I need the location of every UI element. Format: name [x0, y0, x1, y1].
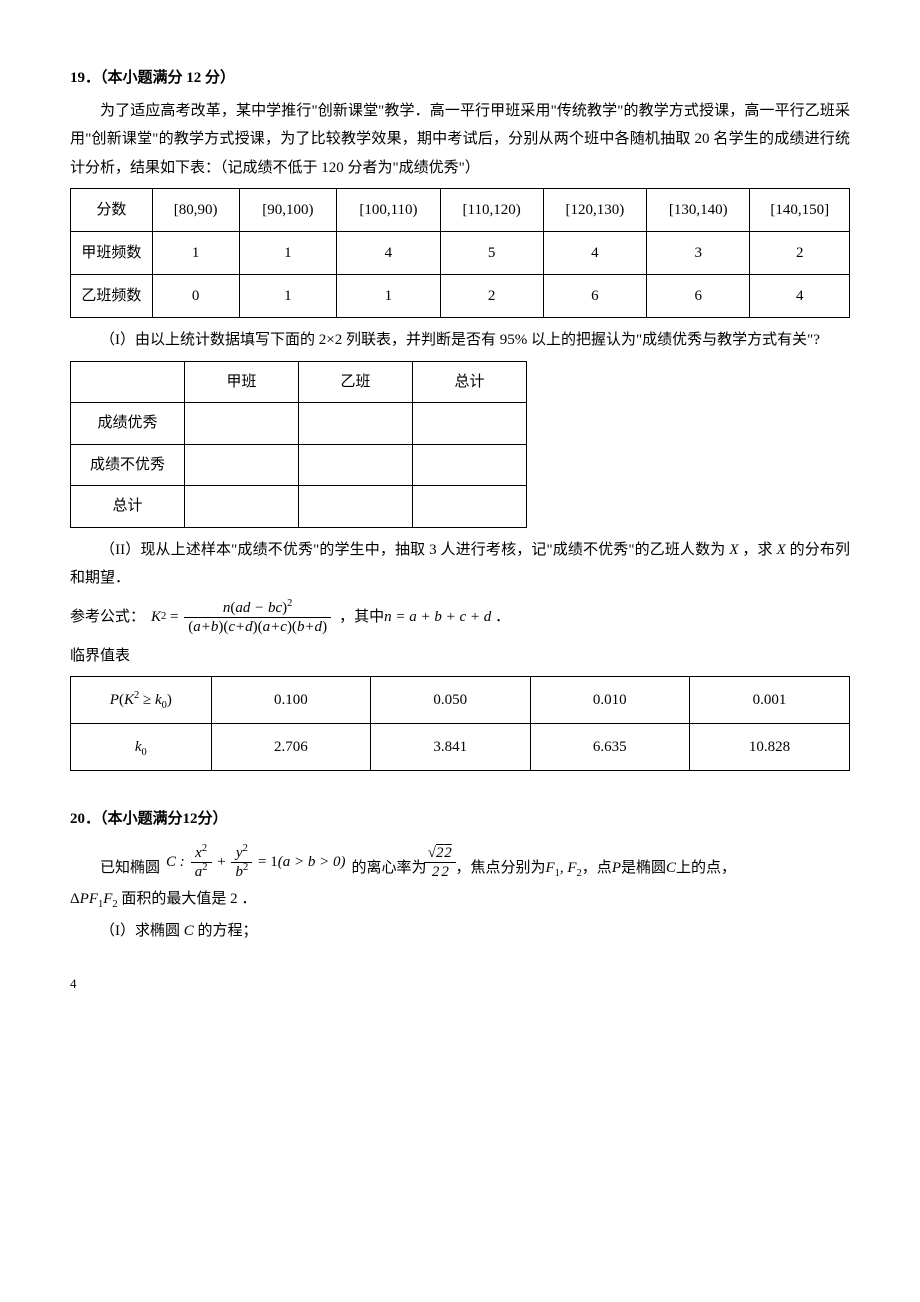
t1-r2-4: 6 [543, 275, 646, 318]
t3-r-2: 3.841 [371, 724, 530, 771]
t3-h-2: 0.050 [371, 677, 530, 724]
t2-h-3: 总计 [413, 361, 527, 403]
t2-r3-label: 总计 [71, 486, 185, 528]
q20-l1-b: 的离心率为 [351, 859, 426, 881]
t3-r-0: k0 [71, 724, 212, 771]
critical-label: 临界值表 [70, 642, 850, 671]
q20-l1-a: 已知椭圆 [70, 859, 160, 881]
t2-r2-label: 成绩不优秀 [71, 444, 185, 486]
t2-cell [413, 444, 527, 486]
t2-cell [185, 403, 299, 445]
t1-r2-6: 4 [750, 275, 850, 318]
t1-range-6: [140,150] [750, 189, 850, 232]
t2-cell [185, 486, 299, 528]
t1-row1-label: 甲班频数 [71, 232, 153, 275]
t3-r-4: 10.828 [689, 724, 849, 771]
t2-h-2: 乙班 [299, 361, 413, 403]
t1-row2-label: 乙班频数 [71, 275, 153, 318]
t1-r1-4: 4 [543, 232, 646, 275]
t3-h-3: 0.010 [530, 677, 689, 724]
foci: F1, F2 [545, 859, 581, 881]
q20-p1-b: 的方程； [194, 923, 258, 939]
q20-l2-b: 面积的最大值是 2 ． [118, 891, 257, 907]
formula-label: 参考公式： [70, 603, 145, 632]
t1-r1-2: 4 [337, 232, 440, 275]
t1-range-5: [130,140) [647, 189, 750, 232]
q19-part2-b: ，求 [738, 542, 776, 558]
q19-contingency-table: 甲班 乙班 总计 成绩优秀 成绩不优秀 总计 [70, 361, 527, 528]
page-number: 4 [70, 972, 850, 997]
q19-score-table: 分数 [80,90) [90,100) [100,110) [110,120) … [70, 188, 850, 318]
t1-r2-1: 1 [239, 275, 337, 318]
q20-line1: 已知椭圆 C : x2a2 + y2b2 = 1 (a > b > 0) 的离心… [70, 844, 850, 881]
q19-heading: 19．（本小题满分 12 分） [70, 64, 850, 93]
t3-h-1: 0.100 [211, 677, 370, 724]
point-p: P [612, 859, 621, 881]
t1-r1-3: 5 [440, 232, 543, 275]
t2-h-0 [71, 361, 185, 403]
var-x-2: X [777, 542, 786, 558]
t2-cell [299, 403, 413, 445]
delta: Δ [70, 891, 80, 907]
curve-c-2: C [184, 923, 194, 939]
eccentricity-sqrt: √22 [422, 844, 450, 881]
t1-range-0: [80,90) [152, 189, 239, 232]
q19-formula: 参考公式： K2 = n(ad − bc)2 (a+b)(c+d)(a+c)(b… [70, 599, 850, 636]
t2-cell [185, 444, 299, 486]
q19-intro: 为了适应高考改革，某中学推行"创新课堂"教学．高一平行甲班采用"传统教学"的教学… [70, 97, 850, 183]
t3-r-3: 6.635 [530, 724, 689, 771]
q20-heading: 20．（本小题满分12分） [70, 805, 850, 834]
t1-range-1: [90,100) [239, 189, 337, 232]
q20-p1-a: （I）求椭圆 [100, 923, 184, 939]
t3-h-0: P(K2 ≥ k0) [71, 677, 212, 724]
ellipse-cond: (a > b > 0) [278, 853, 346, 871]
ellipse-lhs: C : [166, 853, 185, 871]
t1-r1-5: 3 [647, 232, 750, 275]
t1-r1-1: 1 [239, 232, 337, 275]
t1-range-3: [110,120) [440, 189, 543, 232]
triangle-pff: PF1F2 [80, 891, 118, 907]
t1-r2-0: 0 [152, 275, 239, 318]
t1-r2-3: 2 [440, 275, 543, 318]
t3-r-1: 2.706 [211, 724, 370, 771]
k-squared-formula: K2 = n(ad − bc)2 (a+b)(c+d)(a+c)(b+d) [151, 599, 333, 636]
t1-r1-6: 2 [750, 232, 850, 275]
q19-part2: （II）现从上述样本"成绩不优秀"的学生中，抽取 3 人进行考核，记"成绩不优秀… [70, 536, 850, 593]
q20-l1-f: 上的点， [676, 859, 736, 881]
curve-c: C [666, 859, 676, 881]
t3-h-4: 0.001 [689, 677, 849, 724]
t2-cell [299, 486, 413, 528]
t1-head-label: 分数 [71, 189, 153, 232]
t2-cell [413, 403, 527, 445]
t1-r2-2: 1 [337, 275, 440, 318]
q20-l1-e: 是椭圆 [621, 859, 666, 881]
formula-rhs: n = a + b + c + d [384, 603, 491, 632]
q20-line2: ΔPF1F2 面积的最大值是 2 ． [70, 885, 850, 914]
q20-part1: （I）求椭圆 C 的方程； [70, 917, 850, 946]
t2-r1-label: 成绩优秀 [71, 403, 185, 445]
ellipse-equation: C : x2a2 + y2b2 = 1 (a > b > 0) [166, 844, 345, 881]
q19-critical-table: P(K2 ≥ k0) 0.100 0.050 0.010 0.001 k0 2.… [70, 676, 850, 771]
t1-range-4: [120,130) [543, 189, 646, 232]
q19-part1: （I）由以上统计数据填写下面的 2×2 列联表，并判断是否有 95% 以上的把握… [70, 326, 850, 355]
t2-cell [413, 486, 527, 528]
t1-range-2: [100,110) [337, 189, 440, 232]
q20-l1-d: ，点 [582, 859, 612, 881]
t2-cell [299, 444, 413, 486]
q19-part2-a: （II）现从上述样本"成绩不优秀"的学生中，抽取 3 人进行考核，记"成绩不优秀… [100, 542, 729, 558]
q20-l1-c: ，焦点分别为 [455, 859, 545, 881]
period: ． [491, 603, 510, 632]
t1-r2-5: 6 [647, 275, 750, 318]
t1-r1-0: 1 [152, 232, 239, 275]
t2-h-1: 甲班 [185, 361, 299, 403]
formula-where: ，其中 [339, 603, 384, 632]
